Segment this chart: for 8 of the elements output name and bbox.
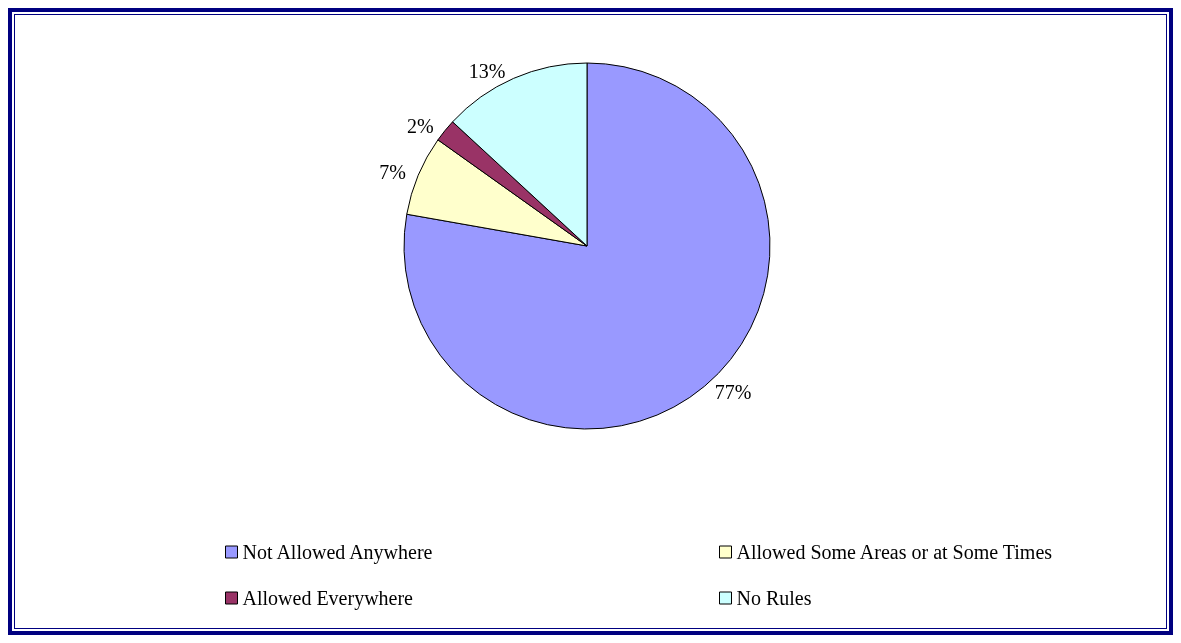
legend-label: No Rules xyxy=(736,587,812,609)
data-label: 77% xyxy=(714,381,752,404)
legend-label: Allowed Everywhere xyxy=(242,587,414,610)
data-label: 13% xyxy=(468,60,506,83)
legend-label: Allowed Some Areas or at Some Times xyxy=(736,541,1053,563)
data-label: 7% xyxy=(379,161,406,184)
data-label: 2% xyxy=(407,114,434,137)
legend-label: Not Allowed Anywhere xyxy=(242,541,433,564)
